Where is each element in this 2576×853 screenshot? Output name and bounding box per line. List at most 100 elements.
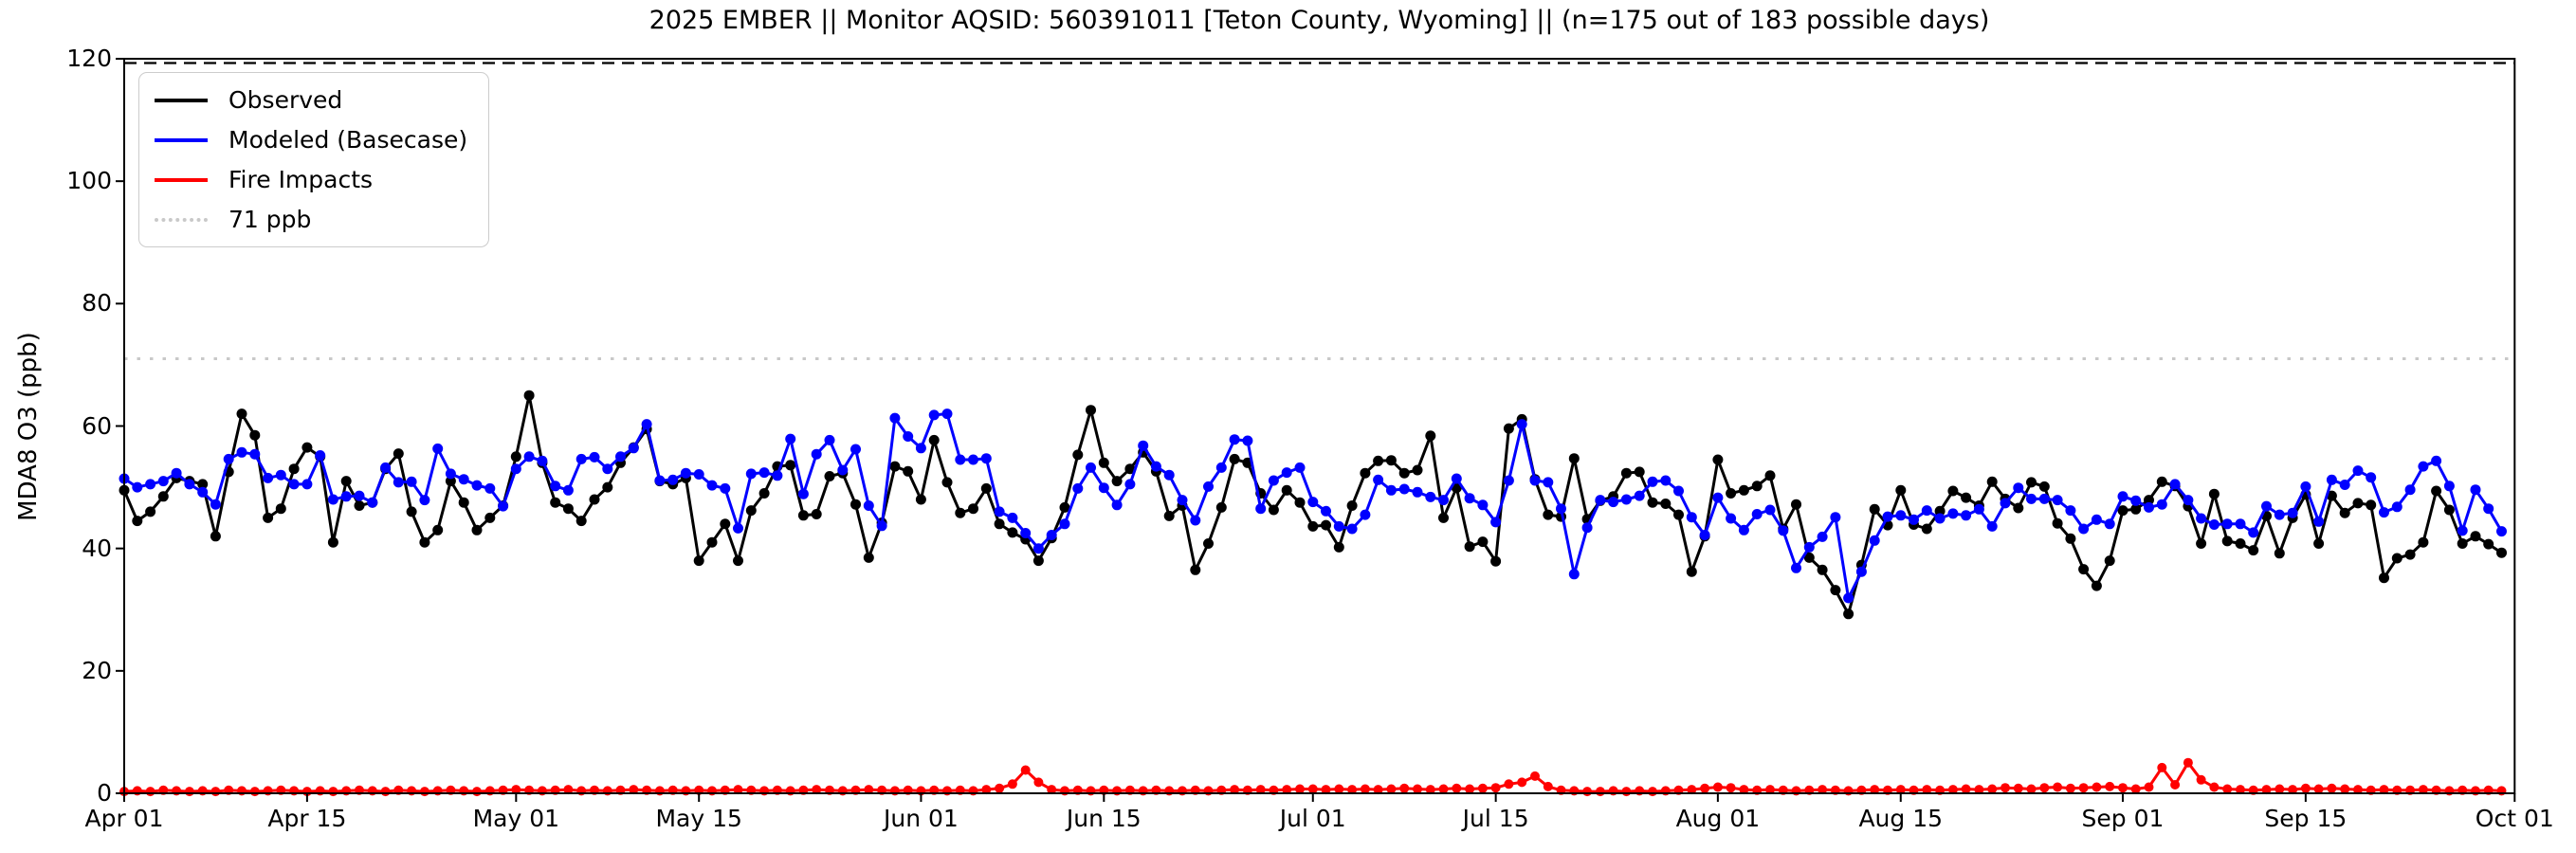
data-point [1007, 779, 1017, 789]
x-tick-label: Aug 15 [1858, 805, 1944, 832]
data-point [589, 494, 600, 505]
data-point [1425, 785, 1435, 795]
data-point [1398, 467, 1410, 479]
data-point [327, 494, 338, 505]
series-fire-impacts [119, 757, 2507, 797]
data-point [1699, 530, 1710, 540]
data-point [915, 494, 926, 505]
data-point [1803, 541, 1815, 553]
data-point [1895, 484, 1907, 496]
data-point [980, 453, 992, 464]
data-point [1281, 467, 1292, 479]
x-tick-label: Jul 01 [1279, 805, 1346, 832]
data-point [432, 524, 444, 535]
data-point [2404, 484, 2416, 496]
data-point [288, 463, 300, 475]
data-point [432, 443, 444, 454]
data-point [575, 453, 587, 464]
data-point [1817, 531, 1828, 542]
data-point [2339, 480, 2350, 490]
data-point [2261, 785, 2272, 795]
data-point [837, 464, 849, 476]
data-point [876, 520, 887, 532]
data-point [1909, 514, 1919, 525]
data-point [2092, 782, 2102, 792]
data-point [1686, 512, 1697, 523]
data-point [2065, 533, 2076, 544]
data-point [758, 488, 770, 499]
data-point [380, 462, 392, 473]
data-point [1503, 423, 1514, 434]
data-point [1855, 566, 1867, 577]
data-point [1764, 470, 1776, 481]
data-point [145, 479, 156, 490]
data-point [458, 474, 469, 485]
data-point [1346, 523, 1358, 535]
data-point [1961, 492, 1972, 503]
data-point [2013, 482, 2024, 494]
data-point [132, 516, 143, 527]
data-point [2065, 505, 2076, 517]
data-point [1490, 555, 1502, 567]
data-point [615, 451, 626, 463]
x-tick-label: Jul 15 [1462, 805, 1529, 832]
data-point [1947, 785, 1958, 795]
data-point [1529, 475, 1541, 486]
data-point [1556, 503, 1566, 515]
x-tick-label: Jun 15 [1066, 805, 1142, 832]
data-point [393, 477, 404, 488]
data-point [1321, 505, 1331, 517]
data-point [733, 522, 743, 534]
data-point [2235, 538, 2246, 549]
data-point [1452, 783, 1462, 793]
data-point [2038, 481, 2050, 492]
data-point [1673, 509, 1684, 520]
data-point [2470, 484, 2481, 496]
data-point [1138, 440, 1149, 451]
data-point [733, 785, 743, 795]
y-tick-label: 40 [82, 534, 112, 562]
data-point [1986, 520, 1998, 532]
data-point [2052, 495, 2063, 506]
data-point [1399, 783, 1410, 793]
data-point [915, 443, 926, 454]
data-point [1385, 455, 1397, 466]
data-point [1818, 785, 1828, 795]
data-point [2078, 523, 2090, 535]
data-point [1412, 464, 1423, 476]
data-point [1647, 476, 1658, 487]
data-point [380, 787, 391, 797]
data-point [2130, 784, 2141, 794]
data-point [1032, 555, 1044, 567]
data-point [354, 490, 365, 501]
data-point [1726, 488, 1737, 499]
data-point [2052, 517, 2063, 529]
data-point [1947, 508, 1959, 519]
data-point [1751, 509, 1763, 519]
data-point [1124, 479, 1136, 490]
data-point [210, 499, 221, 510]
data-point [1438, 512, 1449, 523]
data-point [2483, 503, 2494, 515]
data-point [2196, 538, 2207, 549]
data-point [1934, 513, 1946, 524]
data-point [2470, 531, 2481, 542]
data-point [1739, 785, 1749, 795]
data-point [968, 503, 978, 515]
data-point [745, 468, 757, 480]
data-point [2236, 785, 2245, 795]
data-point [2443, 481, 2455, 492]
data-point [184, 479, 195, 490]
data-point [1477, 536, 1489, 548]
data-point [1373, 455, 1384, 466]
data-point [1307, 520, 1319, 532]
data-point [2366, 472, 2377, 483]
data-point [2418, 536, 2429, 548]
data-point [1765, 785, 1775, 795]
data-point [720, 482, 731, 494]
data-point [2208, 519, 2220, 530]
data-point [2038, 493, 2050, 504]
data-point [2222, 784, 2233, 794]
y-tick-label: 60 [82, 411, 112, 440]
data-point [562, 484, 574, 496]
